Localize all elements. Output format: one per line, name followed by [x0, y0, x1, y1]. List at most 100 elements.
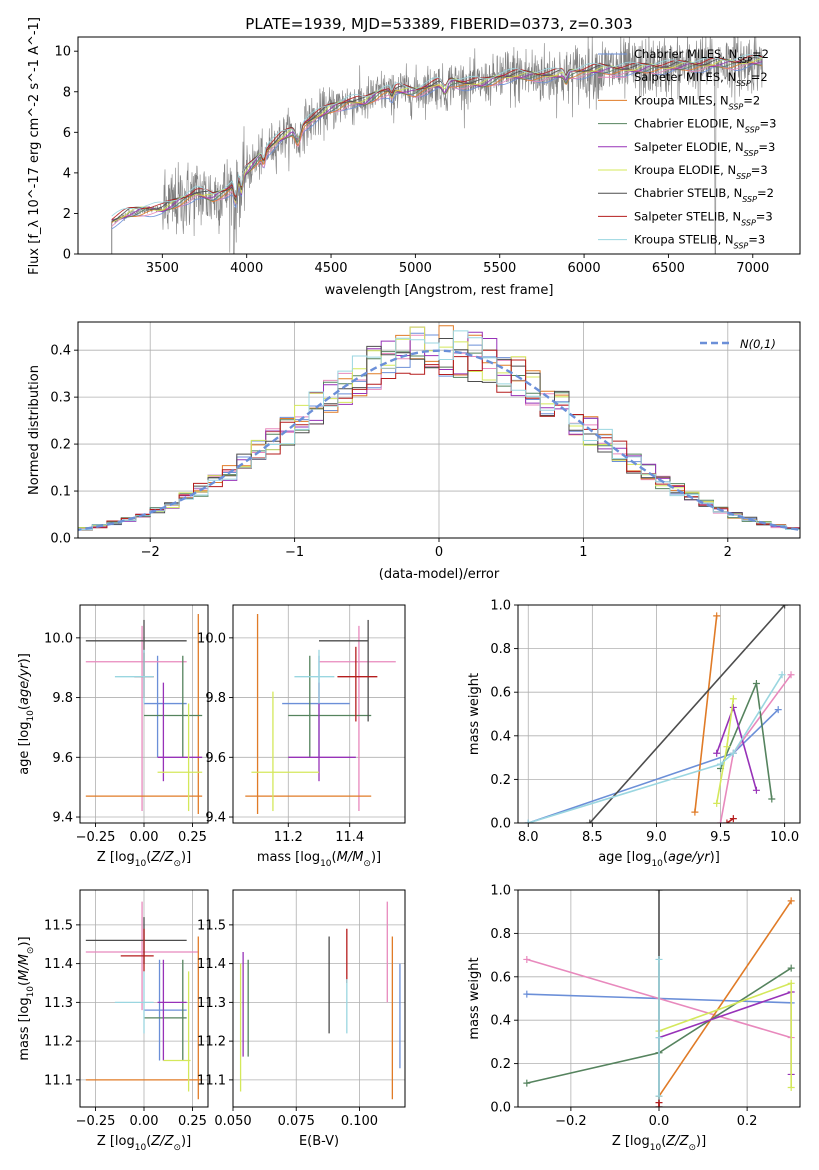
y-tick-label: 1.0	[490, 599, 511, 614]
y-tick-label: 9.8	[205, 691, 226, 706]
y-tick-label: 11.2	[44, 1035, 73, 1050]
axes-frame	[232, 889, 406, 1108]
plot-area	[111, 37, 764, 254]
y-tick-label: 11.5	[44, 918, 73, 933]
marker-chabrier_elodie	[787, 964, 795, 972]
axes: −0.2 0.0 0.2 0.0 0.2 0.4 0.6 0.8 1.0	[490, 884, 801, 1129]
y-tick-label: 9.4	[52, 811, 73, 826]
x-tick-label: 11.2	[274, 830, 303, 845]
axes: 11.2 11.4 9.4 9.6 9.8 10.0	[197, 604, 406, 845]
marker-chabrier_elodie	[523, 1079, 531, 1087]
marker-chabrier_elodie	[752, 679, 760, 687]
marker-kroupa_stelib	[524, 819, 532, 823]
x-tick-label: 0.00	[130, 1114, 159, 1129]
errorbar-kroupa_elodie	[163, 971, 191, 1092]
gaussian-reference-curve	[78, 349, 800, 532]
marker-salpeter_miles	[717, 819, 725, 823]
series-kroupa_stelib	[655, 955, 663, 1100]
y-tick-label: 6	[63, 126, 71, 141]
y-tick-label: 2	[63, 207, 71, 222]
line-chabrier_stelib	[589, 605, 786, 823]
axes: −0.25 0.00 0.25 9.4 9.6 9.8 10.0	[44, 604, 209, 845]
series-kroupa_stelib	[524, 671, 786, 823]
x-axis-label: wavelength [Angstrom, rest frame]	[325, 283, 554, 298]
series-kroupa_elodie	[655, 979, 795, 1091]
line-chabrier_miles	[528, 709, 779, 823]
y-tick-label: 8	[63, 85, 71, 100]
legend-entry-kroupa_stelib: Kroupa STELIB, NSSP=3	[634, 233, 765, 251]
plot-area	[85, 613, 203, 815]
line-kroupa_stelib	[528, 674, 783, 823]
marker-kroupa_elodie	[787, 979, 795, 987]
marker-salpeter_miles	[523, 955, 531, 963]
x-tick-label: 2	[724, 545, 732, 560]
panel-age_vs_Z: −0.25 0.00 0.25 9.4 9.6 9.8 10.0 Z [log10(Z/Z⊙)…	[17, 604, 209, 869]
y-tick-label: 0.4	[490, 729, 511, 744]
marker-chabrier_elodie	[768, 795, 776, 803]
errorbar-kroupa_elodie	[251, 691, 319, 812]
y-tick-label: 0.2	[490, 773, 511, 788]
y-tick-label: 11.1	[197, 1073, 226, 1088]
x-axis-label: Z [log10(Z/Z⊙)]	[612, 1134, 706, 1153]
y-tick-label: 10.0	[44, 631, 73, 646]
errorbar-kroupa_stelib	[114, 649, 154, 704]
legend-entry-chabrier_stelib: Chabrier STELIB, NSSP=2	[634, 186, 774, 204]
marker-kroupa_stelib	[655, 955, 663, 963]
y-tick-label: 0.0	[490, 817, 511, 832]
marker-salpeter_elodie	[713, 749, 721, 757]
y-axis-label: mass weight	[467, 957, 482, 1039]
x-tick-label: 8.0	[518, 830, 539, 845]
errorbar-kroupa_stelib	[114, 971, 154, 1034]
marker-kroupa_stelib	[655, 1034, 663, 1042]
y-tick-label: 11.5	[197, 918, 226, 933]
marker-salpeter_stelib	[655, 1099, 663, 1107]
marker-kroupa_miles	[691, 808, 699, 816]
model-spectrum-kroupa_stelib	[111, 54, 763, 217]
y-tick-label: 0.8	[490, 927, 511, 942]
y-tick-label: 11.3	[44, 996, 73, 1011]
errorbar-kroupa_stelib	[294, 649, 335, 704]
x-axis-label: E(B-V)	[299, 1134, 339, 1149]
chart-title: PLATE=1939, MJD=53389, FIBERID=0373, z=0…	[245, 15, 632, 33]
axes-frame	[517, 604, 801, 824]
histogram-kroupa_stelib	[78, 330, 800, 538]
series-salpeter_stelib	[723, 815, 737, 823]
axes: 8.0 8.5 9.0 9.5 10.0 0.0 0.2 0.4 0.6 0.8 1.0	[490, 599, 801, 845]
x-tick-label: 0	[435, 545, 443, 560]
x-tick-label: −1	[285, 545, 304, 560]
axes: 0.050 0.075 0.100 11.1 11.2 11.3 11.4 11.5	[197, 889, 406, 1129]
legend: Chabrier MILES, NSSP=2 Salpeter MILES, NS…	[598, 47, 776, 250]
marker-chabrier_stelib	[781, 605, 789, 609]
y-tick-label: 11.4	[44, 957, 73, 972]
line-salpeter_miles	[719, 674, 792, 823]
y-axis-label: mass weight	[467, 673, 482, 755]
errorbar-kroupa_miles	[85, 613, 203, 815]
errorbar-kroupa_elodie	[157, 703, 203, 812]
x-tick-label: 5500	[483, 261, 516, 276]
y-tick-label: 9.6	[205, 751, 226, 766]
x-tick-label: 0.00	[130, 830, 159, 845]
errorbar-chabrier_miles	[144, 655, 187, 758]
y-tick-label: 9.6	[52, 751, 73, 766]
line-kroupa_miles	[658, 900, 792, 1097]
marker-kroupa_miles	[787, 897, 795, 905]
panel-spectrum: 3500 4000 4500 5000 5500 6000 6500 7000 0 2 4 6 8 10 P…	[27, 15, 801, 298]
panel-mass_vs_ebv: 0.050 0.075 0.100 11.1 11.2 11.3 11.4 11.5 E(B-V…	[197, 889, 406, 1149]
y-tick-label: 9.8	[52, 691, 73, 706]
marker-kroupa_stelib	[717, 760, 725, 768]
x-tick-label: 0.100	[341, 1114, 378, 1129]
y-axis-label: age [log10(age/yr)]	[17, 653, 36, 775]
y-tick-label: 0.0	[490, 1101, 511, 1116]
errorbar-chabrier_stelib	[85, 917, 187, 964]
errorbar-chabrier_stelib	[85, 619, 187, 677]
x-axis-label: mass [log10(M/M⊙)]	[257, 850, 381, 869]
axes-frame	[232, 604, 406, 824]
x-tick-label: −2	[141, 545, 160, 560]
x-tick-label: 0.25	[178, 830, 207, 845]
series-kroupa_elodie	[713, 695, 737, 807]
panel-age_vs_mass: 11.2 11.4 9.4 9.6 9.8 10.0 mass [log10(M/M⊙)]	[197, 604, 406, 869]
series-salpeter_elodie	[713, 703, 760, 794]
legend: N(0,1)	[700, 337, 776, 351]
series-chabrier_stelib	[586, 605, 789, 823]
